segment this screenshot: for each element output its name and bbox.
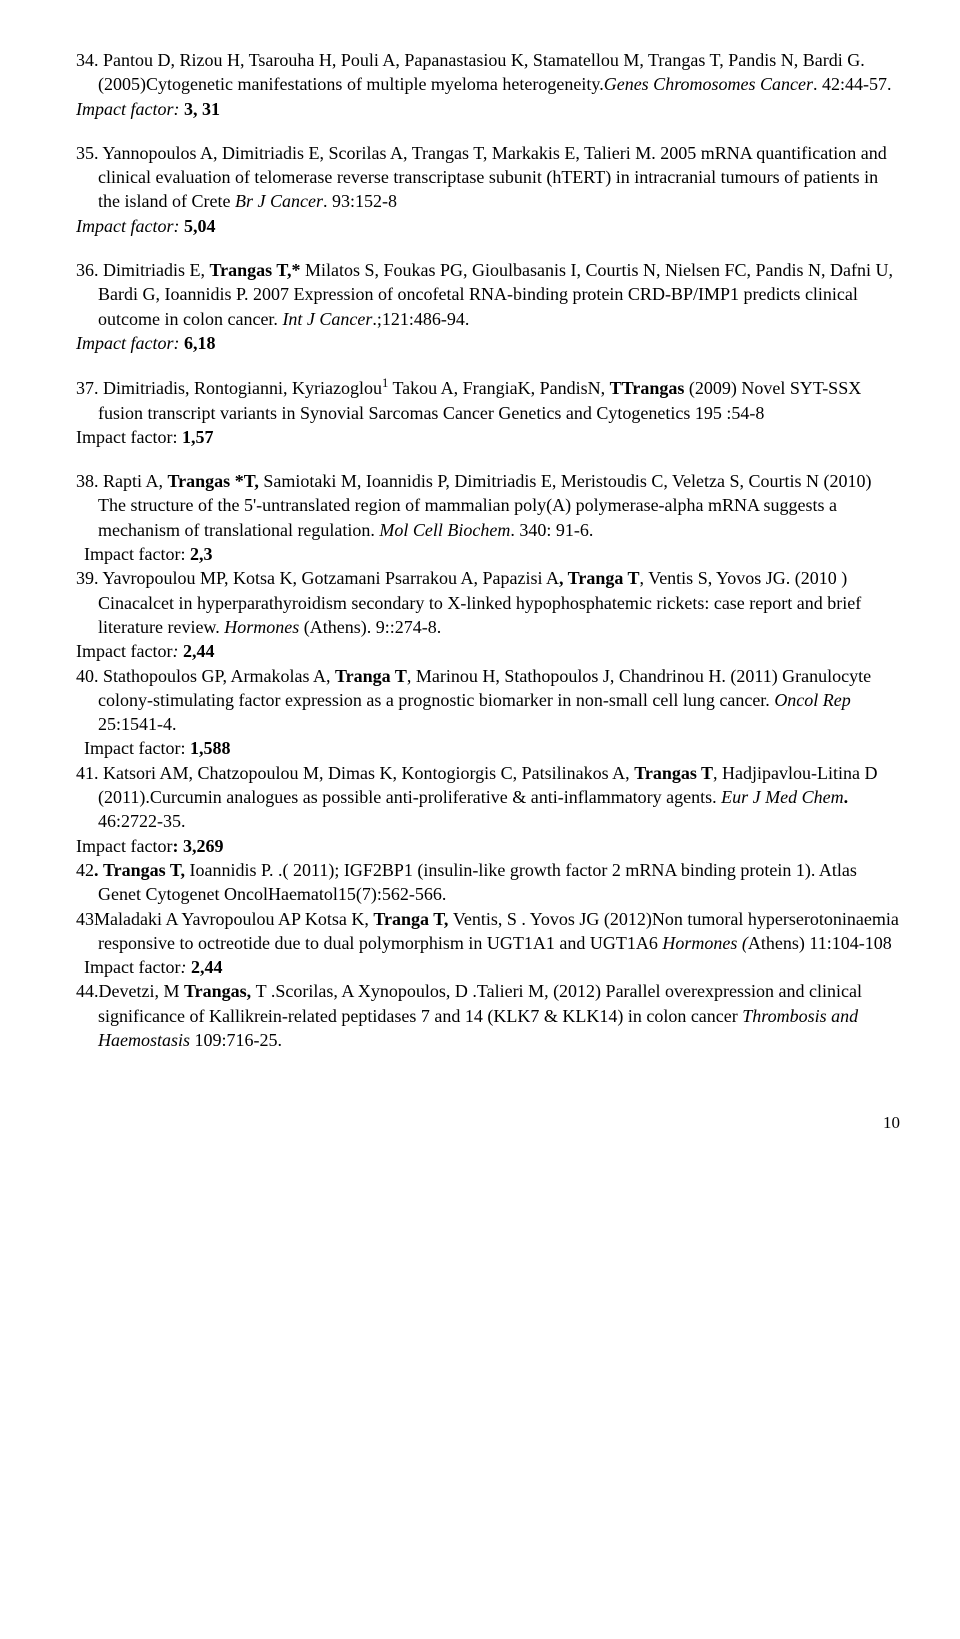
- reference-entry: 36. Dimitriadis E, Trangas T,* Milatos S…: [76, 258, 900, 355]
- reference-entry: 40. Stathopoulos GP, Armakolas A, Tranga…: [76, 664, 900, 761]
- reference-body: 34. Pantou D, Rizou H, Tsarouha H, Pouli…: [76, 48, 900, 97]
- reference-body: 39. Yavropoulou MP, Kotsa K, Gotzamani P…: [76, 566, 900, 639]
- impact-factor: Impact factor: 2,3: [76, 542, 900, 566]
- reference-body: 41. Katsori AM, Chatzopoulou M, Dimas K,…: [76, 761, 900, 834]
- reference-body: 35. Yannopoulos A, Dimitriadis E, Scoril…: [76, 141, 900, 214]
- reference-body: 44.Devetzi, M Trangas, T .Scorilas, A Xy…: [76, 979, 900, 1052]
- impact-factor: Impact factor: 5,04: [76, 214, 900, 238]
- reference-entry: 38. Rapti A, Trangas *T, Samiotaki M, Io…: [76, 469, 900, 566]
- reference-body: 43Maladaki A Yavropoulou AP Kotsa K, Tra…: [76, 907, 900, 956]
- reference-entry: 37. Dimitriadis, Rontogianni, Kyriazoglo…: [76, 375, 900, 449]
- reference-body: 42. Trangas T, Ioannidis P. .( 2011); IG…: [76, 858, 900, 907]
- references-list: 34. Pantou D, Rizou H, Tsarouha H, Pouli…: [76, 48, 900, 1052]
- reference-entry: 42. Trangas T, Ioannidis P. .( 2011); IG…: [76, 858, 900, 907]
- impact-factor: Impact factor: 2,44: [76, 639, 900, 663]
- impact-factor: Impact factor: 6,18: [76, 331, 900, 355]
- reference-entry: 35. Yannopoulos A, Dimitriadis E, Scoril…: [76, 141, 900, 238]
- reference-body: 37. Dimitriadis, Rontogianni, Kyriazoglo…: [76, 375, 900, 425]
- reference-entry: 43Maladaki A Yavropoulou AP Kotsa K, Tra…: [76, 907, 900, 980]
- impact-factor: Impact factor: 3,269: [76, 834, 900, 858]
- reference-entry: 41. Katsori AM, Chatzopoulou M, Dimas K,…: [76, 761, 900, 858]
- reference-body: 40. Stathopoulos GP, Armakolas A, Tranga…: [76, 664, 900, 737]
- reference-body: 36. Dimitriadis E, Trangas T,* Milatos S…: [76, 258, 900, 331]
- impact-factor: Impact factor: 3, 31: [76, 97, 900, 121]
- reference-body: 38. Rapti A, Trangas *T, Samiotaki M, Io…: [76, 469, 900, 542]
- impact-factor: Impact factor: 1,57: [76, 425, 900, 449]
- impact-factor: Impact factor: 2,44: [76, 955, 900, 979]
- impact-factor: Impact factor: 1,588: [76, 736, 900, 760]
- reference-entry: 34. Pantou D, Rizou H, Tsarouha H, Pouli…: [76, 48, 900, 121]
- reference-entry: 39. Yavropoulou MP, Kotsa K, Gotzamani P…: [76, 566, 900, 663]
- page-number: 10: [76, 1112, 900, 1135]
- reference-entry: 44.Devetzi, M Trangas, T .Scorilas, A Xy…: [76, 979, 900, 1052]
